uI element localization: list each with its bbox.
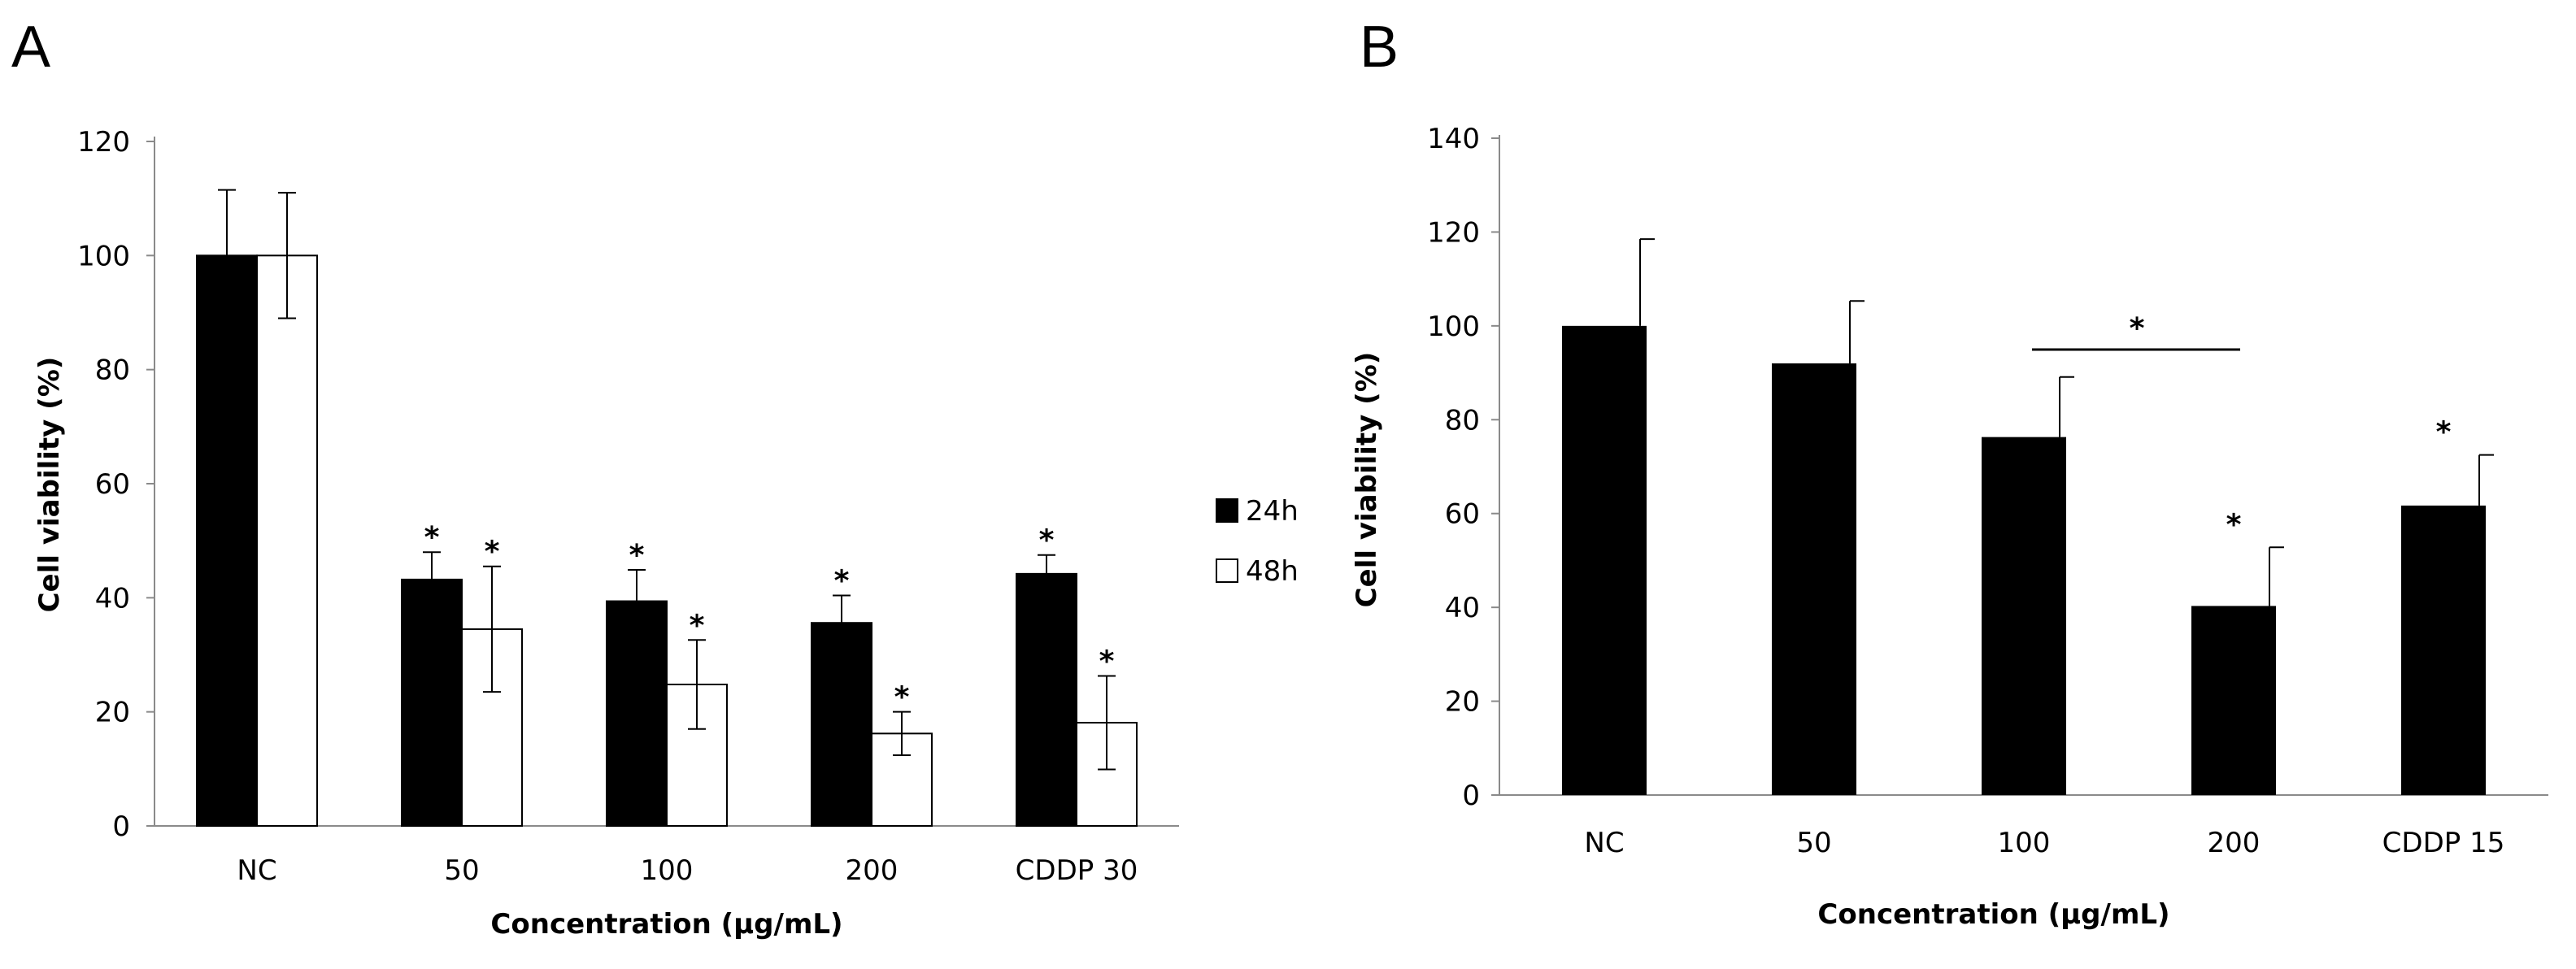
panel-a-bar-24h <box>811 622 872 827</box>
panel-b-y-tick-label: 140 <box>1427 123 1480 155</box>
panel-b-x-tick-label: 200 <box>2208 827 2261 859</box>
panel-a-y-tick-label: 0 <box>112 810 130 843</box>
panel-a-x-tick-label: NC <box>237 854 276 887</box>
panel-a-plot-area: 0 20 40 60 80 100 120 NC 50 * * 100 * * 200 * * CDDP 30 * * <box>77 126 1179 887</box>
panel-b-significance-star: * <box>2436 416 2452 450</box>
panel-a-bar-24h <box>196 254 258 828</box>
panel-a-significance-star: * <box>834 565 850 598</box>
panel-b-y-tick-label: 60 <box>1445 498 1480 531</box>
panel-a-x-axis-title: Concentration (µg/mL) <box>490 908 842 941</box>
panel-a: A Cell viability (%) Concentration (µg/m… <box>11 15 1299 941</box>
panel-a-y-tick-label: 20 <box>95 697 130 729</box>
panel-b-bar <box>1982 437 2066 795</box>
panel-a-x-tick-label: 200 <box>846 854 899 887</box>
panel-b-bracket-star: * <box>2130 312 2145 345</box>
panel-a-legend-swatch-24h <box>1216 498 1238 523</box>
panel-a-bar-48h <box>1076 721 1138 828</box>
panel-b-bar <box>1562 325 1647 795</box>
panel-a-significance-star: * <box>424 521 440 554</box>
panel-a-y-tick-label: 60 <box>95 468 130 501</box>
panel-b-y-tick-label: 20 <box>1445 686 1480 719</box>
panel-b-letter: B <box>1360 15 1399 80</box>
panel-a-legend: 24h 48h <box>1216 495 1299 588</box>
panel-b-plot-area: 0 20 40 60 80 100 120 140 NC 50 100 200 * CDDP 15 * * <box>1427 123 2548 859</box>
panel-b-bar <box>2191 606 2276 795</box>
panel-a-significance-star: * <box>1039 524 1055 558</box>
panel-a-significance-star: * <box>1099 645 1115 678</box>
panel-b-y-tick-label: 0 <box>1462 780 1480 812</box>
panel-b-y-axis-title: Cell viability (%) <box>1351 352 1383 608</box>
panel-a-y-tick-label: 40 <box>95 582 130 615</box>
panel-b-y-tick-label: 80 <box>1445 404 1480 437</box>
panel-a-legend-label: 48h <box>1246 555 1299 588</box>
panel-a-significance-star: * <box>485 536 500 569</box>
panel-a-bar-24h <box>1016 572 1077 827</box>
panel-a-legend-swatch-48h <box>1216 558 1238 583</box>
panel-a-significance-star: * <box>629 539 645 572</box>
panel-a-significance-star: * <box>894 681 910 715</box>
panel-a-significance-star: * <box>690 609 705 642</box>
panel-b-x-tick-label: CDDP 15 <box>2382 827 2505 859</box>
panel-a-legend-label: 24h <box>1246 495 1299 528</box>
panel-a-x-tick-label: 100 <box>641 854 694 887</box>
panel-a-y-tick-label: 100 <box>77 240 130 272</box>
panel-a-y-tick-label: 80 <box>95 354 130 387</box>
panel-b: B Cell viability (%) Concentration (µg/m… <box>1351 15 2548 931</box>
panel-b-bar <box>1772 363 1856 795</box>
panel-b-x-tick-label: 100 <box>1998 827 2051 859</box>
panel-b-y-tick-label: 120 <box>1427 216 1480 249</box>
panel-b-y-tick-label: 100 <box>1427 311 1480 343</box>
panel-b-x-tick-label: NC <box>1584 827 1624 859</box>
panel-b-significance-star: * <box>2226 508 2242 541</box>
panel-a-x-tick-label: 50 <box>444 854 479 887</box>
panel-b-bar <box>2401 505 2486 795</box>
panel-a-y-axis-title: Cell viability (%) <box>33 357 66 613</box>
panel-a-bar-24h <box>606 600 668 827</box>
panel-b-x-axis-title: Concentration (µg/mL) <box>1817 898 2169 931</box>
panel-b-x-tick-label: 50 <box>1796 827 1831 859</box>
panel-a-letter: A <box>11 15 50 80</box>
panel-a-x-tick-label: CDDP 30 <box>1016 854 1138 887</box>
panel-a-y-tick-label: 120 <box>77 126 130 159</box>
panel-a-bar-24h <box>401 578 463 827</box>
panel-b-y-tick-label: 40 <box>1445 592 1480 624</box>
panel-a-bar-48h <box>256 254 318 828</box>
